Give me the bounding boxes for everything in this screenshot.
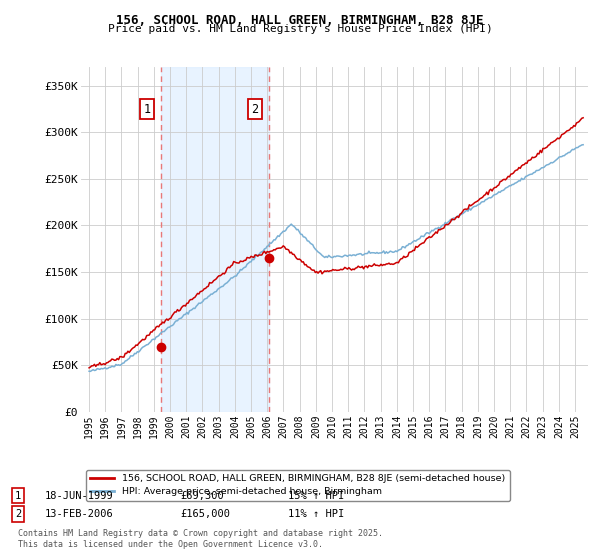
Text: 18-JUN-1999: 18-JUN-1999 <box>45 491 114 501</box>
Bar <box>161 67 269 412</box>
Text: 11% ↑ HPI: 11% ↑ HPI <box>288 509 344 519</box>
Legend: 156, SCHOOL ROAD, HALL GREEN, BIRMINGHAM, B28 8JE (semi-detached house), HPI: Av: 156, SCHOOL ROAD, HALL GREEN, BIRMINGHAM… <box>86 470 509 501</box>
Text: 13-FEB-2006: 13-FEB-2006 <box>45 509 114 519</box>
Text: 156, SCHOOL ROAD, HALL GREEN, BIRMINGHAM, B28 8JE: 156, SCHOOL ROAD, HALL GREEN, BIRMINGHAM… <box>116 14 484 27</box>
Text: 1: 1 <box>143 102 151 115</box>
Text: Contains HM Land Registry data © Crown copyright and database right 2025.: Contains HM Land Registry data © Crown c… <box>18 529 383 538</box>
Text: £69,300: £69,300 <box>180 491 224 501</box>
Text: 15% ↑ HPI: 15% ↑ HPI <box>288 491 344 501</box>
Text: 1: 1 <box>15 491 21 501</box>
Text: 2: 2 <box>15 509 21 519</box>
Text: Price paid vs. HM Land Registry's House Price Index (HPI): Price paid vs. HM Land Registry's House … <box>107 24 493 34</box>
Text: 2: 2 <box>251 102 258 115</box>
Text: This data is licensed under the Open Government Licence v3.0.: This data is licensed under the Open Gov… <box>18 540 323 549</box>
Text: £165,000: £165,000 <box>180 509 230 519</box>
